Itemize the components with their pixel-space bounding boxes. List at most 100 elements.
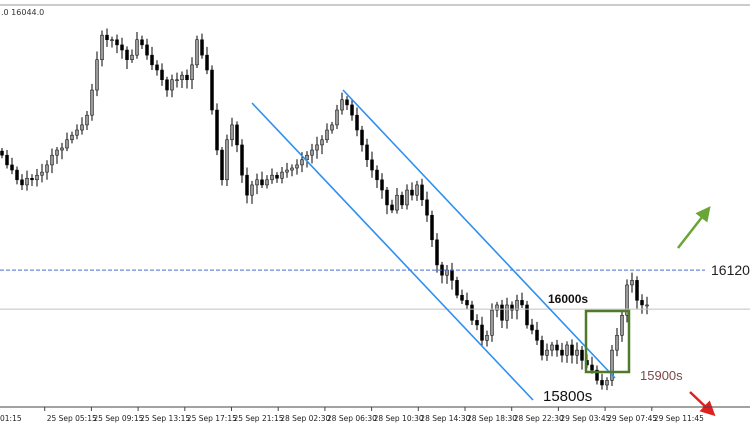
candle-body [155,64,159,71]
candle-body [160,69,164,81]
candle [25,170,29,191]
candle [80,117,84,135]
candle [30,174,34,186]
candle-body [635,280,639,301]
candle [630,272,634,293]
candle-body [50,154,54,166]
candle [420,178,424,206]
candle [5,150,9,169]
candle [400,191,404,210]
candle [560,342,564,363]
candle-body [95,59,99,91]
candle [405,184,409,210]
candle-body [55,149,59,156]
candle [250,180,254,204]
candle-body [565,344,569,356]
candle-body [580,349,584,361]
up-arrow-icon [677,206,711,249]
time-tick-label: 25 Sep 13:15 [140,414,190,423]
annotation-label: 15900s [640,368,683,383]
candle-body [620,314,624,336]
candle-body [335,109,339,126]
candle-body [560,349,564,356]
candle [360,125,364,152]
candle-body [450,269,454,281]
candle [205,46,209,75]
candle [310,143,314,164]
candle-body [350,104,354,116]
candle [515,294,519,320]
candle-body [370,159,374,171]
candle-body [225,139,229,181]
candle-body [85,114,89,126]
candle-body [310,149,314,156]
candle-body [290,167,294,171]
candle-body [590,364,594,371]
candle [195,35,199,68]
candle [395,188,399,214]
candle [220,146,224,186]
candle-body [410,189,414,196]
candle-body [570,344,574,356]
candle-body [355,114,359,131]
annotation-label: 15800s [543,388,592,405]
candle [215,103,219,156]
candle-body [110,39,114,42]
candle [240,139,244,183]
candle [160,63,164,86]
candle-body [265,179,269,186]
candle [120,37,124,59]
candle [325,123,329,143]
candle-body [315,144,319,151]
candle [645,296,649,315]
candle [625,279,629,323]
candle [105,28,109,47]
candle [495,301,499,318]
candle [175,72,179,88]
candle-body [525,304,529,326]
candle-body [610,349,614,381]
candle-body [105,34,109,41]
candle [50,148,54,174]
time-tick-label: 28 Sep 02:30 [280,414,330,423]
candle-body [595,369,599,381]
candle-body [130,54,134,61]
candle [315,136,319,159]
candle-body [430,214,434,241]
candle [460,289,464,304]
candle-body [210,69,214,111]
candle [415,180,419,201]
candle-body [495,304,499,311]
candle [520,292,524,309]
candle-body [295,164,299,169]
candle-body [40,171,44,176]
candle-body [625,284,629,316]
candle-body [145,44,149,56]
candle-body [340,99,344,111]
candle [115,34,119,54]
candle [165,76,169,97]
candle-body [320,139,324,146]
candle-body [205,54,209,71]
channel-upper-line [342,89,616,379]
candle-body [15,169,19,181]
candle [365,138,369,167]
candle-body [475,320,479,326]
candle [610,344,614,387]
candle [505,297,509,329]
candle [45,160,49,180]
candle-body [470,304,474,321]
candle [320,135,324,155]
candle [285,162,289,178]
candle-body [515,300,519,311]
candle-body [380,179,384,191]
candle-body [535,329,539,341]
candle-body [170,79,174,91]
candle-body [500,304,504,321]
candle [110,36,114,48]
candle [10,157,14,175]
candle-body [270,174,274,181]
candle-body [615,334,619,351]
candle-body [330,124,334,131]
